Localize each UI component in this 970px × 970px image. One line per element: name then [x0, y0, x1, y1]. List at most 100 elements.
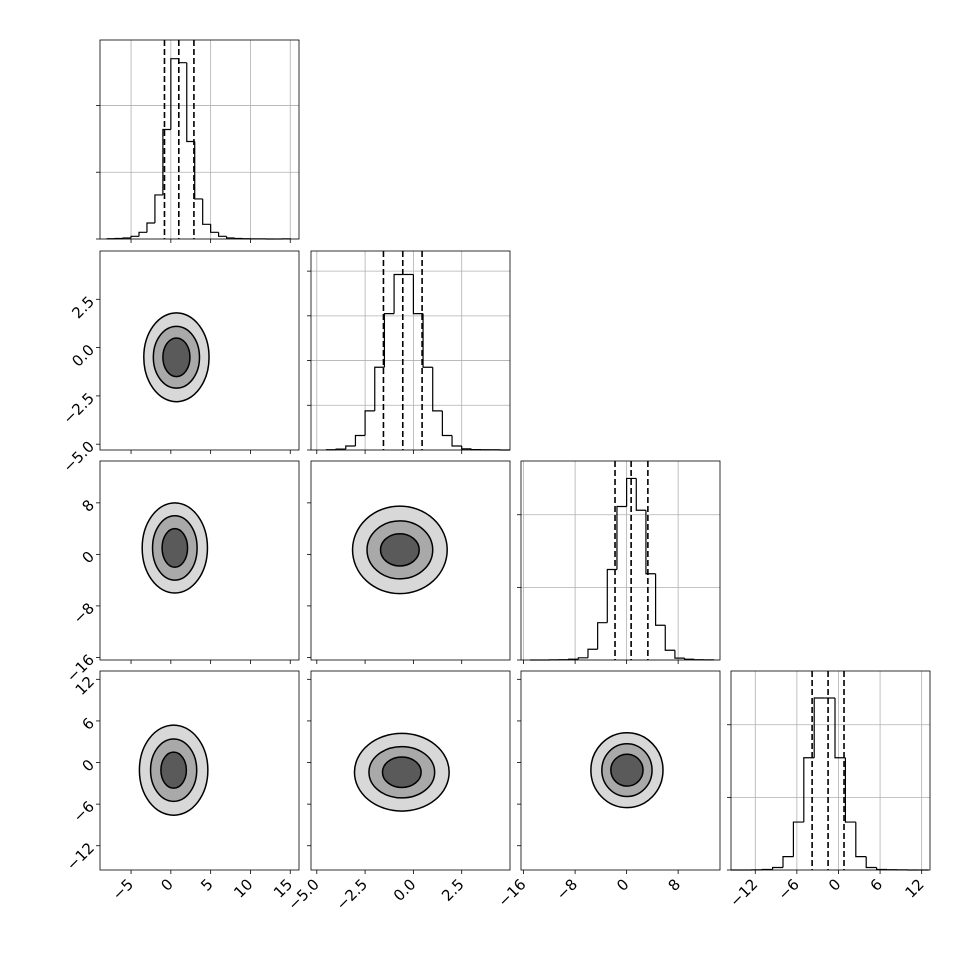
panel-frame [310, 670, 511, 871]
histogram-step [233, 237, 243, 240]
panel-frame [99, 250, 300, 451]
histogram-step [170, 58, 179, 130]
panel-frame [520, 460, 721, 661]
histogram-step [210, 224, 219, 233]
x-tick-label: −5.0 [284, 875, 322, 913]
contour-panel [143, 312, 210, 403]
histogram-step [616, 505, 627, 570]
panel-frame [310, 250, 511, 451]
histogram-step [130, 235, 140, 238]
histogram-step [138, 231, 147, 237]
contour-panel [141, 502, 209, 594]
x-tick-label: −12 [726, 875, 761, 910]
histogram-step [441, 410, 453, 437]
contours [138, 724, 209, 816]
histogram-step [470, 448, 482, 451]
x-tick-label: −5 [109, 875, 137, 903]
histogram-step [374, 366, 385, 411]
histogram-step [412, 274, 424, 315]
histogram-step [383, 313, 395, 368]
histogram-step [393, 273, 404, 314]
contour-panel [138, 724, 209, 816]
histogram-step [461, 445, 472, 450]
x-tick-label: 10 [230, 875, 256, 901]
contours [353, 732, 450, 812]
histogram-step [202, 198, 211, 225]
histogram-step [178, 58, 187, 64]
histogram-step [122, 237, 132, 239]
histogram-step [186, 62, 195, 143]
histogram-step [154, 194, 163, 223]
y-tick-label: −8 [70, 599, 98, 627]
histogram-step [577, 657, 588, 660]
contour-level [610, 753, 644, 787]
histogram-step [354, 434, 366, 446]
y-tick-label: −5.0 [60, 437, 98, 475]
histogram-step [606, 568, 617, 623]
y-tick-label: −6 [70, 797, 98, 825]
y-tick-label: 6 [79, 714, 98, 733]
histogram-step [218, 232, 227, 237]
y-tick-label: 0.0 [68, 341, 98, 371]
histogram-step [683, 658, 695, 660]
histogram-step [364, 410, 375, 436]
contour-panel [351, 505, 448, 595]
histogram-step [597, 622, 608, 650]
contours [351, 505, 448, 595]
histogram-step [422, 313, 433, 368]
x-tick-label: 0 [613, 875, 632, 894]
y-tick-label: −12 [63, 839, 98, 874]
contour-panel [590, 731, 664, 809]
contour-level [162, 337, 191, 378]
x-tick-label: 8 [665, 875, 684, 894]
x-tick-label: 0.0 [390, 875, 420, 905]
x-tick-label: 0 [825, 875, 844, 894]
x-tick-label: 2.5 [438, 875, 468, 905]
contours [141, 502, 209, 594]
histogram-step [645, 510, 656, 575]
histogram-step [345, 445, 356, 450]
panel-frame [99, 670, 300, 871]
x-tick-label: −6 [775, 875, 803, 903]
x-tick-label: −16 [494, 875, 529, 910]
histogram-step [654, 573, 666, 626]
contours [590, 731, 664, 809]
y-tick-label: 0 [79, 548, 98, 567]
histogram-step [635, 478, 646, 511]
y-tick-label: 0 [79, 756, 98, 775]
panel-frame [99, 460, 300, 661]
histogram-step [194, 141, 203, 200]
y-tick-label: −2.5 [60, 389, 98, 427]
y-tick-label: 8 [79, 496, 98, 515]
x-tick-label: 12 [901, 875, 927, 901]
panel-frame [730, 670, 931, 871]
histogram-step [451, 435, 462, 447]
histogram-step [162, 128, 171, 195]
x-tick-label: −2.5 [333, 875, 371, 913]
histogram-step [587, 648, 598, 658]
x-tick-label: 6 [867, 875, 886, 894]
histogram-step [834, 698, 846, 759]
histogram-step [876, 867, 888, 871]
histogram-step [782, 856, 794, 868]
histogram-step [792, 821, 804, 857]
x-tick-label: 0 [157, 875, 176, 894]
histogram-step [432, 367, 443, 412]
histogram-step [335, 448, 346, 450]
contour-panel [353, 732, 450, 812]
x-tick-label: −8 [553, 875, 581, 903]
histogram-step [813, 697, 825, 758]
contour-level [161, 527, 189, 569]
x-tick-label: 5 [197, 875, 216, 894]
histogram-step [225, 236, 235, 239]
panel-frame [99, 39, 300, 240]
contour-level [381, 756, 422, 789]
panel-frame [310, 460, 511, 661]
contour-level [379, 533, 420, 567]
histogram-step [865, 856, 877, 869]
panel-frame [520, 670, 721, 871]
contour-level [160, 751, 188, 789]
histogram-step [664, 625, 675, 651]
histogram-step [855, 822, 867, 858]
